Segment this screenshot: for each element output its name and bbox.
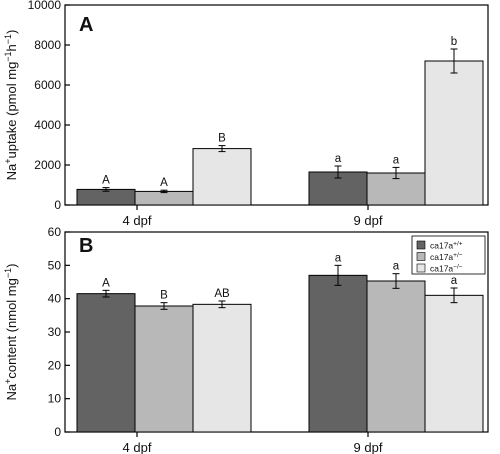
legend-swatch [416,252,426,261]
significance-letter: AB [214,288,230,300]
y-axis-label-superscript: + [3,379,13,384]
legend-label-base: ca17a [430,252,453,262]
y-axis-label: Na+content (nmol mg−1) [3,264,19,401]
y-axis-label-part: h [4,44,19,51]
legend-label-superscript: +/− [453,252,463,259]
y-axis-label-part: content (nmol mg [4,278,19,378]
bar [192,303,252,433]
significance-letter: B [160,290,168,302]
y-tick-label: 40 [48,292,62,306]
x-category-label: 4 dpf [123,440,152,454]
legend-label-superscript: +/+ [453,241,463,248]
legend: ca17a+/+ca17a+/−ca17a−/− [411,235,486,275]
significance-letter: A [160,177,168,189]
significance-letter: B [218,133,226,145]
y-axis-label-superscript: + [3,159,13,164]
bar [424,294,484,433]
legend-label-base: ca17a [430,264,453,274]
y-axis-label-part: ) [4,30,19,34]
legend-swatch [416,263,426,273]
x-category-label: 9 dpf [354,440,383,454]
y-tick-label: 2000 [34,158,61,172]
panel-b: 0 10 20 30 40 50 60 4 dpf 9 dpf B Na+content (nmol… [3,225,489,454]
y-axis-label-part: ) [4,264,19,268]
panel-label: A [79,14,93,36]
plot-frame [64,4,489,206]
significance-letter: A [102,175,110,187]
significance-letter: a [451,275,458,287]
bar [308,274,368,433]
y-axis-label-superscript: −1 [3,268,13,278]
y-tick-label: 4000 [34,118,61,132]
y-axis-label-superscript: −1 [3,34,13,44]
y-axis-label-part: Na [4,163,19,180]
bar [76,293,136,433]
legend-label-superscript: −/− [453,264,463,271]
x-category-label: 4 dpf [123,213,152,228]
y-tick-label: 30 [48,325,62,339]
bar [76,188,136,206]
legend-swatch [416,240,426,250]
legend-label: ca17a+/− [430,252,463,262]
y-tick-label: 8000 [34,38,61,52]
significance-letter: b [451,36,457,48]
bar [134,190,194,206]
legend-label: ca17a−/− [430,264,463,274]
bar [366,280,426,433]
y-axis-label-superscript: −1 [3,51,13,61]
y-axis-label: Na+uptake (pmol mg−1h−1) [3,30,19,181]
panel-label: B [79,235,93,257]
y-tick-label: 10000 [28,0,62,12]
significance-letter: a [335,252,342,264]
panel-a: 0 2000 4000 6000 8000 10000 4 dpf 9 dpf A Na+upta… [3,0,489,228]
legend-label-base: ca17a [430,241,453,251]
bar [192,148,252,206]
significance-letter: a [335,153,342,165]
y-axis-label-part: Na [4,383,19,400]
y-axis-label-part: uptake (pmol mg [4,62,19,159]
y-tick-label: 60 [48,225,62,239]
y-tick-label: 0 [54,425,61,439]
y-tick-label: 0 [54,198,61,212]
y-tick-label: 10 [48,392,62,406]
significance-letter: a [393,154,400,166]
significance-letter: a [393,261,400,273]
x-category-label: 9 dpf [354,213,383,228]
significance-letter: A [102,277,110,289]
bar [424,60,484,206]
y-tick-label: 6000 [34,78,61,92]
bar [134,305,194,433]
y-tick-label: 50 [48,258,62,272]
legend-label: ca17a+/+ [430,241,463,251]
y-tick-label: 20 [48,358,62,372]
